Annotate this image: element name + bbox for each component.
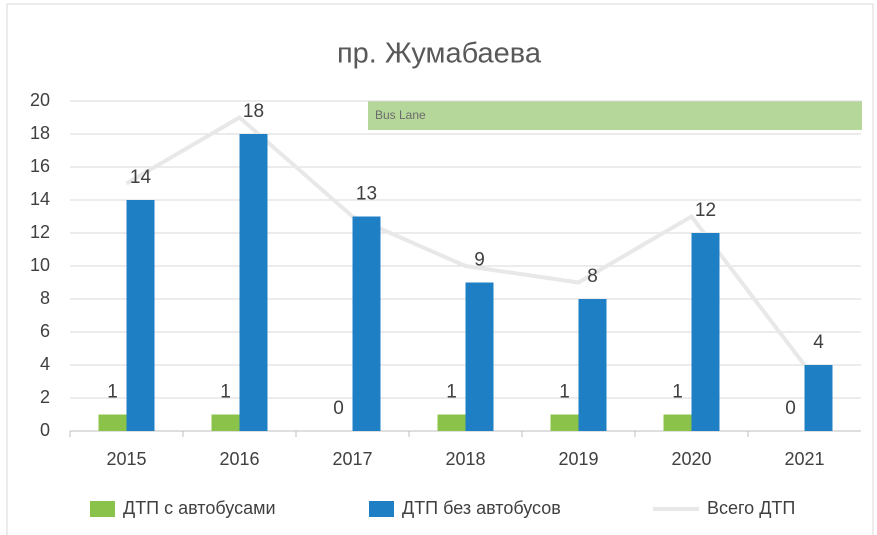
x-tick-label: 2020 (671, 449, 711, 469)
data-label: 1 (559, 382, 570, 403)
x-tick-label: 2016 (219, 449, 259, 469)
bar (804, 365, 833, 431)
bar (352, 216, 381, 431)
y-tick-label: 12 (30, 222, 50, 242)
data-label: 14 (130, 167, 152, 188)
bar (578, 299, 607, 431)
y-tick-label: 2 (40, 387, 50, 407)
bar (550, 414, 579, 431)
legend-label: ДТП с автобусами (123, 498, 276, 518)
bar (691, 233, 720, 431)
data-label: 1 (107, 382, 118, 403)
y-tick-label: 4 (40, 354, 50, 374)
data-label: 9 (474, 250, 485, 271)
x-tick-label: 2017 (332, 449, 372, 469)
data-label: 12 (695, 200, 716, 221)
data-label: 8 (587, 266, 598, 287)
bar (98, 414, 127, 431)
legend-label: ДТП без автобусов (402, 498, 561, 518)
data-label: 0 (333, 398, 344, 419)
y-tick-label: 6 (40, 321, 50, 341)
y-tick-label: 0 (40, 420, 50, 440)
legend-swatch (90, 501, 115, 517)
chart-title: пр. Жумабаева (337, 38, 542, 70)
x-tick-label: 2018 (445, 449, 485, 469)
bar (663, 414, 692, 431)
data-label: 1 (220, 382, 231, 403)
y-tick-label: 20 (30, 90, 50, 110)
bar (211, 414, 240, 431)
legend-swatch (369, 501, 394, 517)
frame (6, 3, 874, 535)
line (125, 115, 807, 367)
x-tick-label: 2021 (784, 449, 824, 469)
bar (239, 134, 268, 431)
data-label: 1 (672, 382, 683, 403)
y-tick-label: 8 (40, 288, 50, 308)
bar (465, 282, 494, 431)
x-tick-label: 2019 (558, 449, 598, 469)
legend-label: Всего ДТП (707, 498, 795, 518)
data-label: 13 (356, 184, 377, 205)
y-tick-label: 14 (30, 189, 50, 209)
data-label: 0 (785, 398, 796, 419)
y-tick-label: 16 (30, 156, 50, 176)
bar (126, 200, 155, 431)
annotation: Bus Lane (375, 108, 426, 122)
data-label: 4 (813, 332, 824, 353)
y-tick-label: 10 (30, 255, 50, 275)
data-label: 18 (243, 101, 264, 122)
y-tick-label: 18 (30, 123, 50, 143)
bar (437, 414, 466, 431)
bus-lane-band (368, 101, 862, 130)
data-label: 1 (446, 382, 457, 403)
x-tick-label: 2015 (106, 449, 146, 469)
